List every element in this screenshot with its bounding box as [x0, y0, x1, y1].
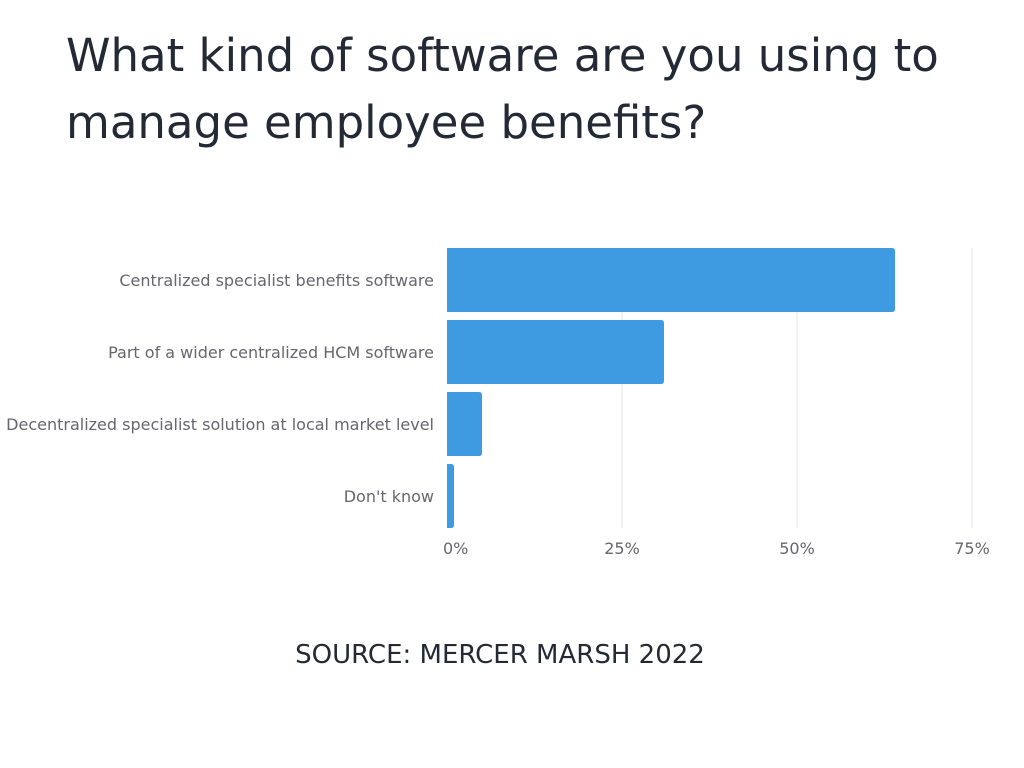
- bars: [447, 248, 895, 528]
- bar-0: [447, 248, 895, 312]
- x-tick-label-0: 0%: [443, 539, 468, 558]
- x-tick-label-50: 50%: [779, 539, 815, 558]
- category-label-1: Part of a wider centralized HCM software: [108, 343, 434, 362]
- source-note: SOURCE: MERCER MARSH 2022: [295, 640, 705, 670]
- category-label-3: Don't know: [344, 487, 434, 506]
- bar-1: [447, 320, 664, 384]
- chart-title: What kind of software are you using to m…: [66, 29, 939, 149]
- x-axis-tick-labels: 0% 25% 50% 75%: [443, 539, 990, 558]
- category-label-0: Centralized specialist benefits software: [119, 271, 434, 290]
- bar-2: [447, 392, 482, 456]
- bar-3: [447, 464, 454, 528]
- category-labels: Centralized specialist benefits software…: [6, 271, 434, 506]
- x-tick-label-75: 75%: [954, 539, 990, 558]
- x-tick-label-25: 25%: [604, 539, 640, 558]
- category-label-2: Decentralized specialist solution at loc…: [6, 415, 434, 434]
